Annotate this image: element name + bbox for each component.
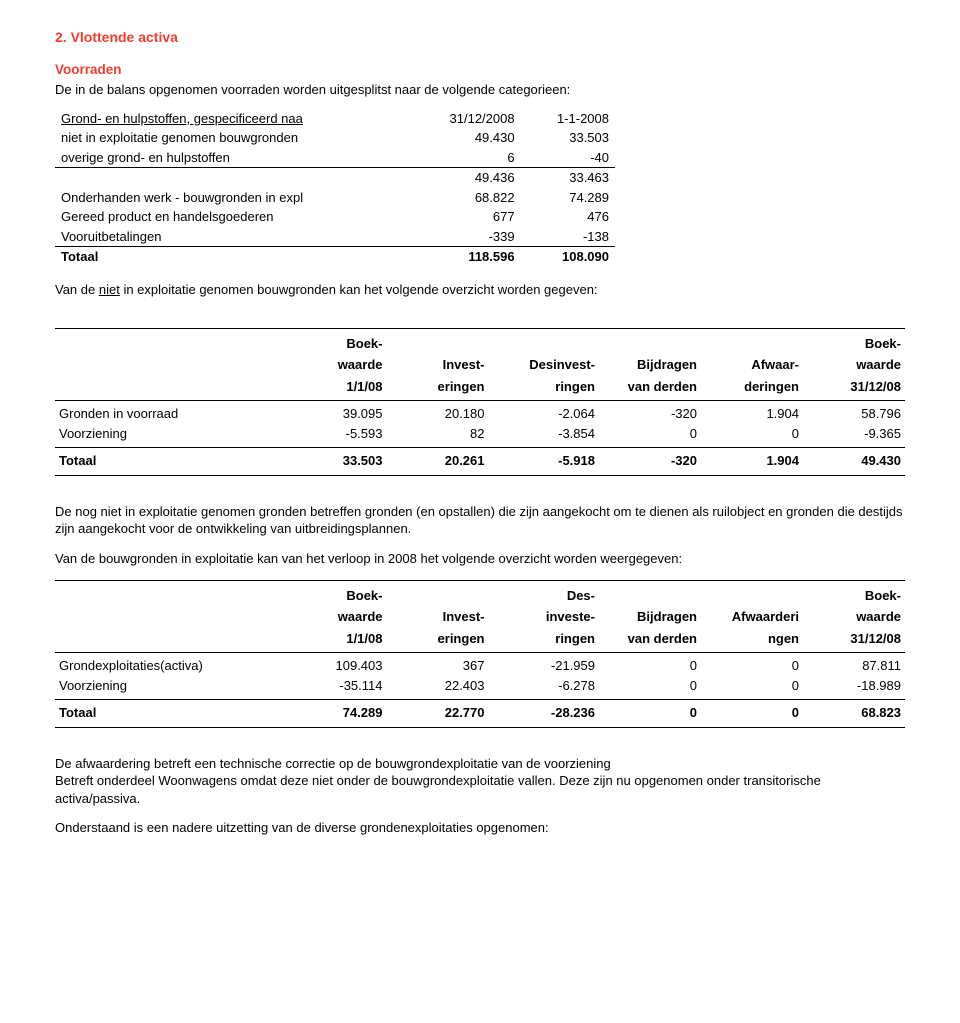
t1-row0-label: Grond- en hulpstoffen, gespecificeerd na… — [61, 111, 303, 126]
t1-head-c1: 31/12/2008 — [407, 109, 521, 129]
para-after-t2-1: De nog niet in exploitatie genomen grond… — [55, 503, 905, 538]
table-total-row: Totaal 118.596 108.090 — [55, 247, 615, 267]
table2-total: Totaal 33.503 20.261 -5.918 -320 1.904 4… — [55, 451, 905, 471]
section1-heading: Voorraden — [55, 61, 905, 79]
tail-p3: Onderstaand is een nadere uitzetting van… — [55, 819, 905, 837]
section1-intro: De in de balans opgenomen voorraden word… — [55, 81, 905, 99]
table-row: Vooruitbetalingen -339 -138 — [55, 227, 615, 247]
table-voorraden: Grond- en hulpstoffen, gespecificeerd na… — [55, 109, 615, 267]
rule — [55, 727, 905, 728]
table2-body: Gronden in voorraad 39.095 20.180 -2.064… — [55, 404, 905, 443]
table-row: Gronden in voorraad 39.095 20.180 -2.064… — [55, 404, 905, 424]
tail-p2: Betreft onderdeel Woonwagens omdat deze … — [55, 772, 905, 807]
table-row: Grondexploitaties(activa) 109.403 367 -2… — [55, 656, 905, 676]
para-after-t2-2: Van de bouwgronden in exploitatie kan va… — [55, 550, 905, 568]
rule — [55, 447, 905, 448]
t1-head-c2: 1-1-2008 — [521, 109, 615, 129]
rule — [55, 475, 905, 476]
table3-body: Grondexploitaties(activa) 109.403 367 -2… — [55, 656, 905, 695]
rule — [55, 328, 905, 329]
rule — [55, 699, 905, 700]
table-row: overige grond- en hulpstoffen 6 -40 — [55, 148, 615, 168]
table-row: Gereed product en handelsgoederen 677 47… — [55, 207, 615, 227]
table-total-row: Totaal 74.289 22.770 -28.236 0 0 68.823 — [55, 703, 905, 723]
rule — [55, 580, 905, 581]
table-row: Voorziening -35.114 22.403 -6.278 0 0 -1… — [55, 676, 905, 696]
tail-p1: De afwaardering betreft een technische c… — [55, 755, 905, 773]
underline-word: niet — [99, 282, 120, 297]
table-row: Voorziening -5.593 82 -3.854 0 0 -9.365 — [55, 424, 905, 444]
table3-header: Boek- Des- Boek- waarde Invest- investe-… — [55, 585, 905, 650]
table-row: 49.436 33.463 — [55, 168, 615, 188]
rule — [55, 400, 905, 401]
table-row: niet in exploitatie genomen bouwgronden … — [55, 128, 615, 148]
table-total-row: Totaal 33.503 20.261 -5.918 -320 1.904 4… — [55, 451, 905, 471]
section2-intro: Van de niet in exploitatie genomen bouwg… — [55, 281, 905, 299]
page-title: 2. Vlottende activa — [55, 28, 905, 47]
table2-header: Boek- Boek- waarde Invest- Desinvest- Bi… — [55, 333, 905, 398]
table3-total: Totaal 74.289 22.770 -28.236 0 0 68.823 — [55, 703, 905, 723]
table-row: Onderhanden werk - bouwgronden in expl 6… — [55, 188, 615, 208]
rule — [55, 652, 905, 653]
